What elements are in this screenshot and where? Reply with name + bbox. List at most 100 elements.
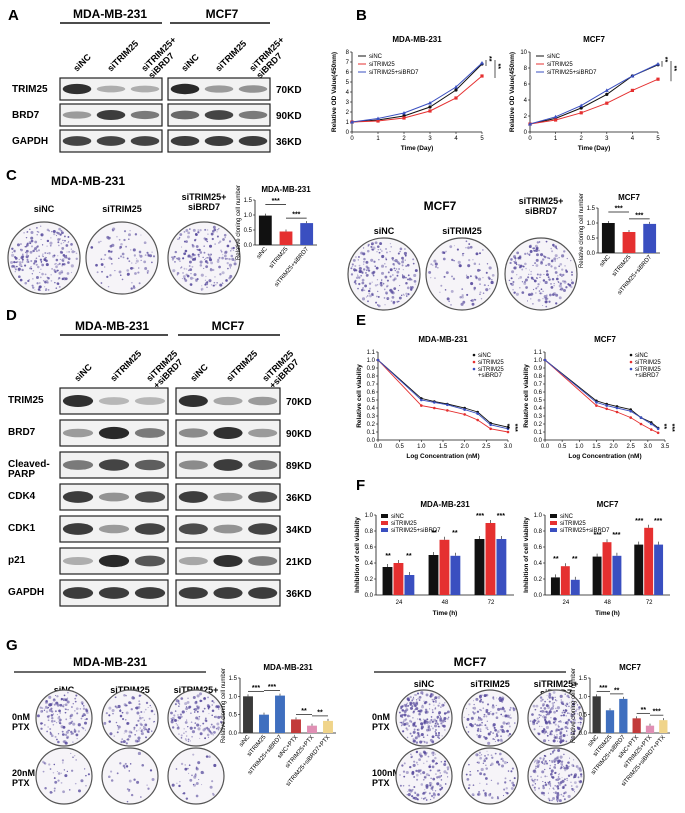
colony	[490, 754, 493, 757]
blot-band	[213, 396, 243, 406]
colony	[179, 260, 181, 262]
colony	[145, 701, 149, 705]
colony	[534, 708, 537, 711]
colony	[146, 251, 149, 254]
panel-c-dish-mcf-2	[504, 237, 578, 311]
colony	[375, 266, 379, 270]
panel-a-lane-mda-1: siTRIM25	[105, 38, 140, 73]
panel-g-mda-dish-1-2	[167, 747, 225, 805]
colony	[410, 753, 412, 756]
colony	[419, 740, 423, 744]
panel-a-protein-2: GAPDH	[12, 136, 48, 147]
colony	[14, 268, 17, 271]
colony	[58, 244, 60, 247]
colony	[57, 779, 60, 782]
colony	[506, 761, 509, 764]
colony	[412, 711, 415, 714]
colony	[432, 740, 435, 742]
colony	[44, 251, 47, 255]
colony	[485, 715, 488, 718]
colony	[477, 277, 482, 281]
colony	[467, 264, 471, 268]
colony	[478, 717, 480, 719]
colony	[178, 236, 181, 239]
colony	[200, 700, 203, 702]
colony	[491, 712, 495, 716]
y-axis-label: Relative cell viability	[523, 364, 530, 428]
colony	[21, 265, 23, 267]
colony	[171, 718, 174, 722]
colony	[355, 276, 359, 280]
colony	[400, 725, 402, 727]
colony	[429, 781, 433, 786]
colony	[475, 252, 479, 256]
colony	[546, 295, 548, 297]
colony	[486, 750, 488, 752]
colony	[206, 229, 209, 231]
colony	[82, 713, 86, 717]
blot-band	[213, 459, 243, 471]
colony	[187, 767, 189, 770]
blot-band	[248, 556, 278, 566]
colony	[191, 265, 194, 268]
panel-g-mcf-dish-1-2	[527, 747, 585, 805]
colony	[80, 717, 83, 720]
colony	[542, 785, 544, 787]
colony	[150, 706, 152, 708]
panel-g-mda-dish-1-0	[35, 747, 93, 805]
colony	[196, 706, 200, 710]
colony	[50, 734, 54, 738]
colony	[411, 735, 413, 737]
colony	[85, 785, 87, 787]
colony	[401, 274, 404, 276]
colony	[56, 738, 58, 741]
colony	[404, 248, 406, 250]
panel-a-lane-mda-0: siNC	[71, 51, 93, 73]
colony	[41, 707, 44, 710]
colony	[387, 271, 390, 274]
colony	[443, 763, 447, 766]
colony	[566, 723, 569, 726]
colony	[504, 714, 508, 718]
colony	[502, 721, 506, 725]
colony	[68, 789, 71, 791]
colony	[468, 784, 471, 787]
x-tick-label: 2.5	[627, 444, 636, 450]
colony	[498, 696, 502, 700]
colony	[554, 699, 557, 701]
colony	[556, 734, 558, 736]
colony	[435, 773, 437, 775]
colony	[61, 264, 63, 267]
colony	[442, 257, 446, 261]
colony	[45, 257, 47, 259]
colony	[402, 258, 405, 261]
colony	[557, 740, 559, 742]
colony	[479, 772, 483, 776]
colony	[568, 712, 571, 715]
y-axis-label: Inhibition of cell viability	[354, 517, 361, 593]
colony	[536, 775, 539, 777]
colony	[104, 253, 107, 256]
colony	[121, 738, 124, 741]
colony	[443, 770, 447, 774]
colony	[576, 766, 578, 768]
data-point	[476, 412, 479, 415]
colony	[466, 717, 470, 721]
colony	[200, 287, 204, 291]
colony	[430, 777, 432, 780]
colony	[484, 777, 488, 780]
colony	[579, 773, 583, 776]
colony	[70, 722, 73, 724]
colony	[555, 707, 557, 710]
panel-d-title-mcf: MCF7	[212, 319, 245, 333]
colony	[539, 276, 541, 279]
colony	[554, 729, 558, 733]
colony	[533, 728, 536, 731]
sig-stars: ***	[635, 212, 643, 219]
colony	[497, 739, 500, 742]
colony	[545, 240, 548, 243]
colony	[115, 721, 118, 724]
sig-stars: **	[494, 64, 501, 70]
colony	[547, 698, 549, 700]
colony	[183, 732, 185, 734]
